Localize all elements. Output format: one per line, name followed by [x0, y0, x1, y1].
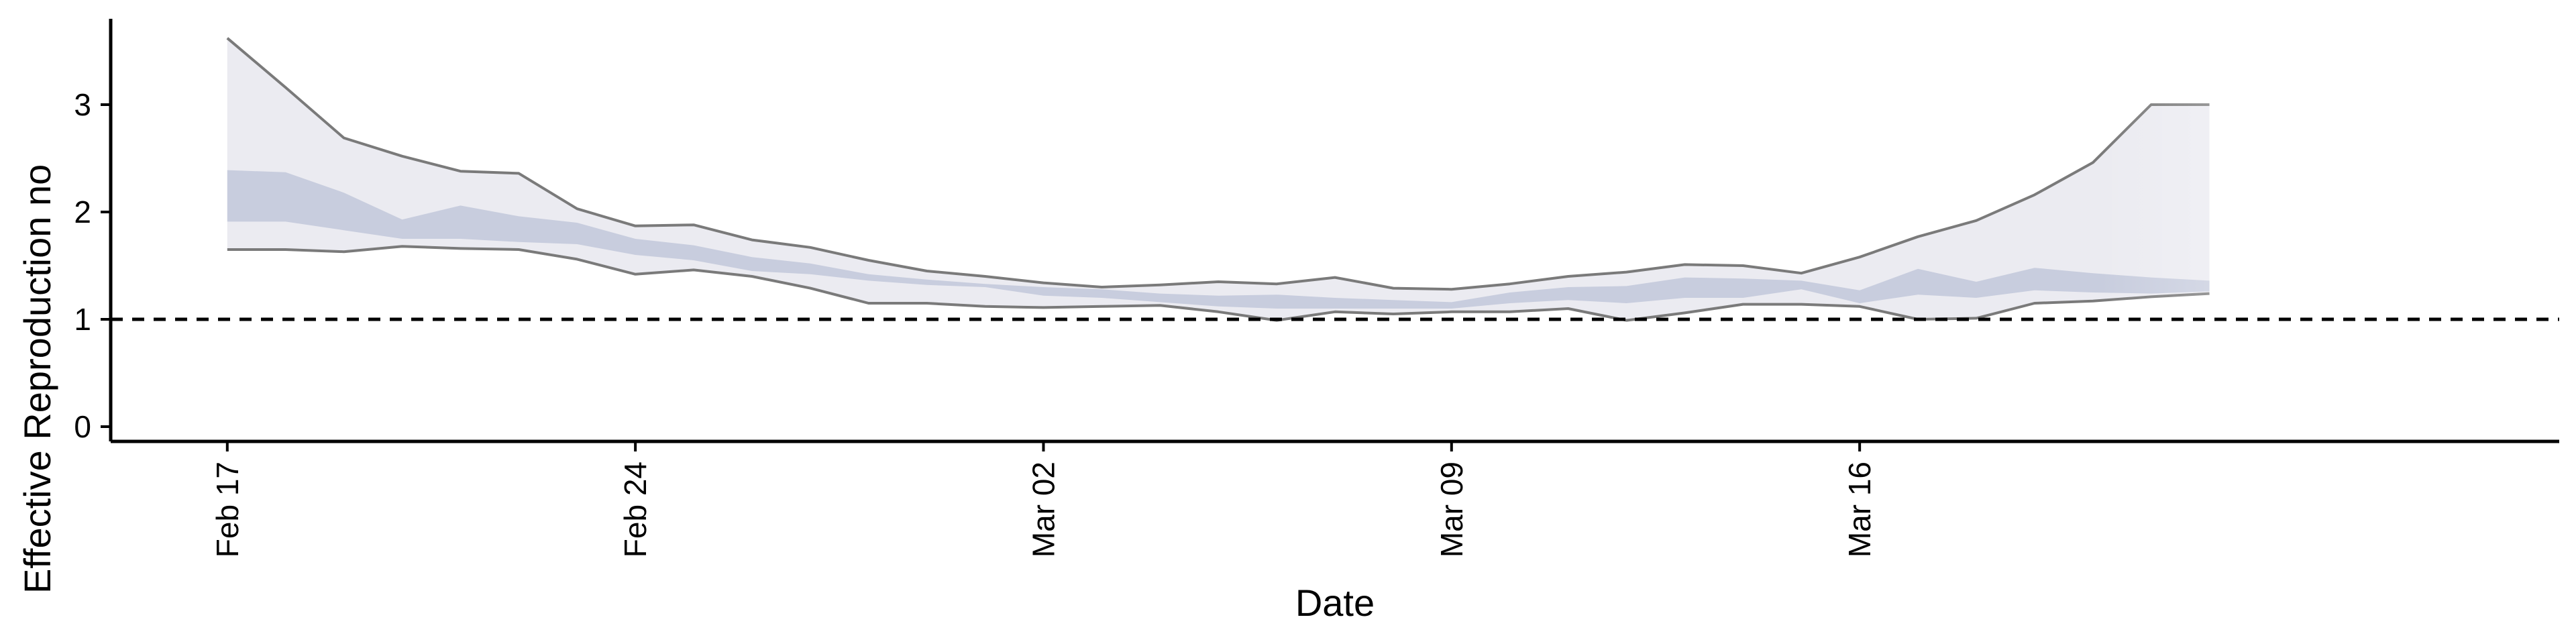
x-tick-label: Mar 09 [1434, 462, 1469, 557]
y-tick-label: 1 [74, 302, 91, 337]
x-ticks: Feb 17 Feb 24 Mar 02 Mar 09 Mar 16 [210, 441, 1877, 557]
outer-band-lower-line [227, 245, 2210, 322]
y-tick-label: 3 [74, 87, 91, 122]
x-tick-label: Mar 02 [1026, 462, 1061, 557]
y-tick-label: 0 [74, 409, 91, 444]
y-ticks: 0 1 2 3 [74, 87, 111, 444]
x-axis-title: Date [1295, 582, 1375, 624]
x-tick-label: Mar 16 [1842, 462, 1877, 557]
inner-band [227, 170, 2210, 309]
outer-band-upper-line [226, 37, 2210, 291]
outer-band [227, 38, 2210, 321]
y-tick-label: 2 [74, 195, 91, 229]
plot-area [111, 13, 2559, 443]
y-axis-title: Effective Reproduction no [16, 164, 58, 594]
x-tick-label: Feb 17 [210, 462, 245, 557]
edges-layer [226, 37, 2210, 322]
forecast-fade [2100, 13, 2462, 443]
x-tick-label: Feb 24 [618, 462, 653, 557]
bands-layer [227, 38, 2210, 321]
